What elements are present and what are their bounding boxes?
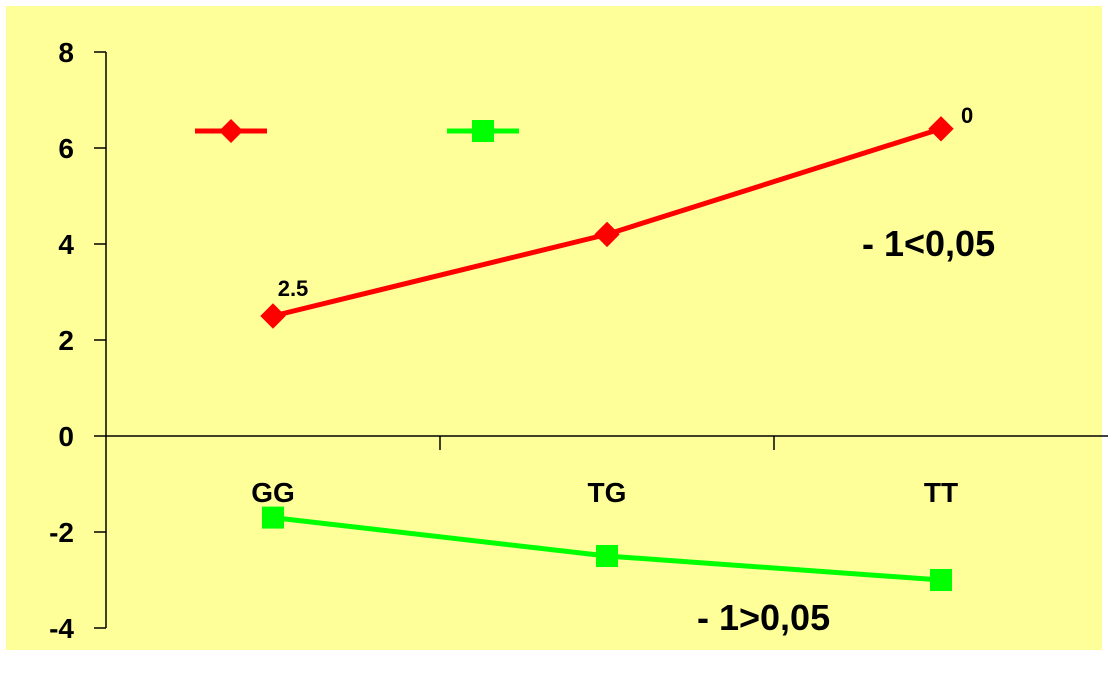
annotation-green-series: - 1>0,05 (697, 597, 830, 638)
y-tick-label: -4 (49, 613, 74, 644)
series-layer: 2.50 (260, 103, 973, 591)
y-tick-label: 2 (58, 325, 74, 356)
data-point-diamond (928, 116, 954, 142)
legend-diamond-marker (219, 119, 243, 143)
data-point-diamond (260, 303, 286, 329)
x-category-label: GG (251, 477, 295, 508)
plot-background (6, 6, 1102, 650)
y-tick-label: 4 (58, 229, 74, 260)
axes: 8 6 4 2 0 -2 -4 GG TG TT (49, 37, 1108, 644)
data-point-square (596, 545, 618, 567)
data-label: 2.5 (278, 276, 309, 301)
y-tick-label: 8 (58, 37, 74, 68)
y-tick-label: 6 (58, 133, 74, 164)
x-category-label: TT (924, 477, 958, 508)
x-category-label: TG (588, 477, 627, 508)
data-point-square (262, 506, 284, 529)
data-point-diamond (594, 221, 620, 248)
y-tick-label: -2 (49, 517, 74, 548)
y-tick-label: 0 (58, 421, 74, 452)
data-point-square (930, 569, 952, 591)
annotation-red-series: - 1<0,05 (862, 223, 995, 264)
data-label: 0 (961, 103, 973, 128)
legend (195, 119, 519, 143)
legend-square-marker (472, 120, 494, 142)
